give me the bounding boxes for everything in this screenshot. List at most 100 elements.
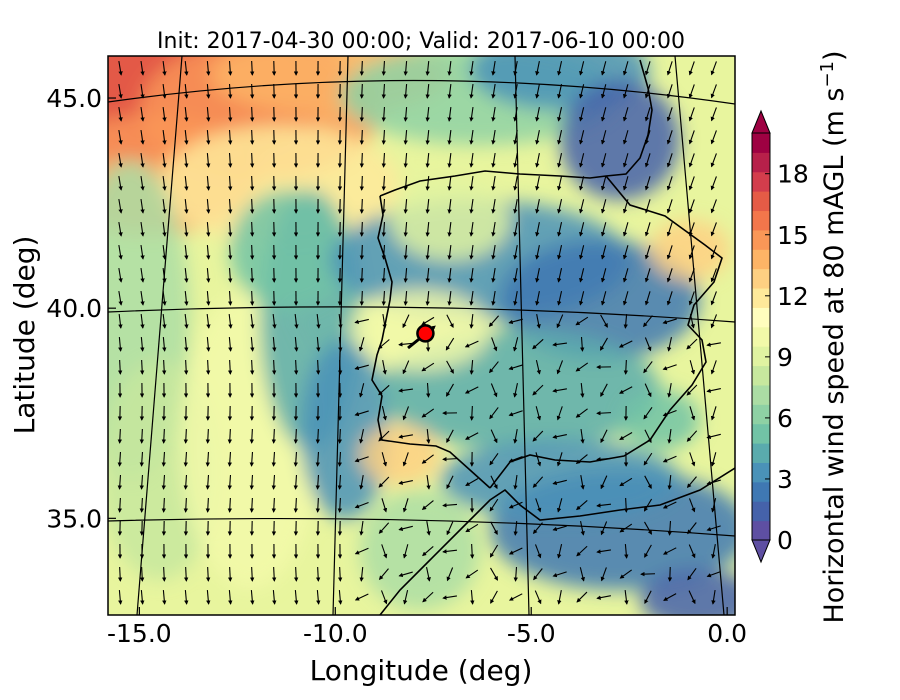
wind-vector (662, 318, 677, 325)
wind-vector (403, 221, 408, 237)
wind-vector (687, 522, 697, 535)
wind-vector (161, 359, 167, 375)
wind-vector (600, 521, 608, 536)
wind-vector (425, 267, 430, 283)
wind-vector (535, 84, 540, 99)
coastline-iberia-east (489, 175, 723, 489)
wind-vector (469, 106, 474, 122)
wind-vector (535, 153, 540, 168)
wind-vector (378, 430, 390, 442)
wind-vector (557, 222, 563, 237)
wind-vector (666, 222, 673, 237)
map-panel (108, 56, 735, 615)
wind-vector (688, 291, 695, 306)
wind-vector (491, 291, 496, 306)
wind-vector (667, 428, 672, 444)
wind-vector (294, 313, 299, 329)
wind-vector (662, 364, 677, 371)
wind-vector (535, 245, 540, 260)
wind-vector (184, 589, 189, 605)
wind-vector (644, 245, 651, 260)
wind-vector (425, 60, 430, 76)
wind-vector (600, 222, 607, 237)
wind-vector (576, 591, 588, 603)
wind-vector (381, 129, 386, 145)
wind-vector (184, 152, 189, 168)
wind-vector (622, 291, 629, 306)
wind-vector (666, 199, 673, 214)
wind-vector (139, 474, 144, 490)
wind-vector (447, 83, 452, 99)
wind-vector (710, 222, 717, 237)
wind-vector (398, 342, 414, 347)
wind-vector (359, 290, 365, 306)
wind-vector (491, 153, 496, 168)
wind-vector (579, 130, 585, 145)
wind-vector (688, 590, 696, 605)
wind-vector (206, 198, 211, 214)
wind-vector (293, 451, 298, 467)
wind-vector (644, 383, 652, 398)
wind-vector (535, 130, 540, 145)
wind-vector (488, 315, 500, 327)
wind-vector (469, 359, 474, 375)
wind-vector (489, 361, 499, 374)
wind-vector (688, 498, 696, 513)
wind-vector (271, 566, 277, 582)
wind-vector (426, 382, 431, 398)
wind-vector (161, 474, 166, 490)
wind-vector (688, 245, 695, 260)
wind-vector (667, 474, 672, 490)
wind-vector (490, 383, 498, 398)
wind-vector (140, 106, 145, 122)
wind-vector (403, 129, 408, 145)
wind-vector (644, 291, 651, 306)
wind-vector (469, 290, 474, 306)
wind-vector (710, 291, 717, 306)
wind-vector (469, 175, 474, 191)
wind-vector (508, 318, 523, 325)
wind-vector (644, 429, 652, 444)
wind-vector (535, 268, 540, 283)
wind-vector (490, 521, 498, 535)
meridian-5w (514, 56, 530, 615)
wind-vector (622, 199, 629, 214)
wind-vector (710, 268, 717, 283)
wind-vector (556, 314, 564, 329)
wind-vector (337, 566, 343, 582)
wind-vector (294, 336, 299, 352)
wind-vector (579, 199, 585, 214)
wind-vector (118, 268, 123, 283)
wind-vector (536, 314, 541, 329)
wind-vector (139, 566, 145, 582)
wind-vector (622, 84, 629, 99)
wind-vector (426, 428, 431, 444)
wind-vector (465, 478, 479, 486)
wind-vector (425, 175, 430, 191)
wind-vector (600, 383, 608, 397)
wind-vector (469, 198, 474, 214)
wind-vector (580, 336, 585, 352)
wind-vector (600, 429, 608, 444)
wind-vector (465, 523, 479, 533)
wind-vector (403, 267, 408, 283)
wind-vector (140, 336, 145, 352)
parallel-45 (108, 79, 735, 105)
wind-vector (381, 175, 386, 191)
wind-vector (600, 314, 608, 328)
wind-vector (557, 544, 563, 559)
wind-vector (380, 590, 388, 605)
wind-vector (403, 198, 408, 214)
wind-vector (508, 547, 523, 555)
wind-vector (402, 544, 409, 559)
wind-vector (489, 498, 499, 512)
colorbar-segment (752, 133, 770, 153)
wind-vector (205, 566, 211, 582)
wind-vector (644, 130, 651, 145)
wind-vector (250, 313, 255, 329)
wind-vector (446, 314, 454, 329)
wind-vector (580, 475, 585, 490)
wind-vector (576, 545, 588, 557)
wind-vector (491, 176, 496, 191)
colorbar-label-main: Horizontal wind speed at 80 mAGL (m s (819, 88, 850, 624)
